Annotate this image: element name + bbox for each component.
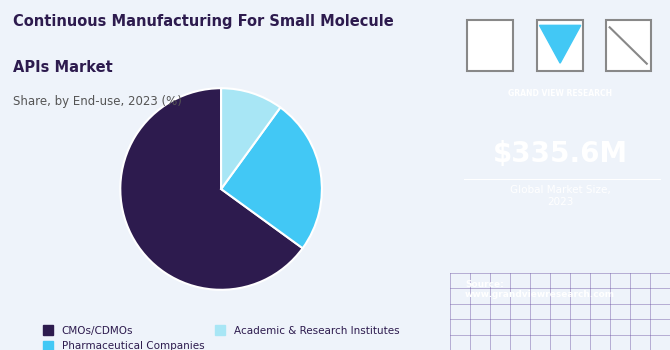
Legend: CMOs/CDMOs, Pharmaceutical Companies, Academic & Research Institutes: CMOs/CDMOs, Pharmaceutical Companies, Ac… bbox=[39, 321, 403, 350]
Text: $335.6M: $335.6M bbox=[492, 140, 628, 168]
Wedge shape bbox=[121, 88, 303, 290]
Text: Share, by End-use, 2023 (%): Share, by End-use, 2023 (%) bbox=[13, 94, 182, 107]
Text: APIs Market: APIs Market bbox=[13, 60, 113, 75]
Wedge shape bbox=[221, 88, 280, 189]
Polygon shape bbox=[539, 25, 581, 63]
FancyBboxPatch shape bbox=[467, 20, 513, 71]
Text: Source:
www.grandviewresearch.com: Source: www.grandviewresearch.com bbox=[465, 280, 615, 299]
FancyBboxPatch shape bbox=[606, 20, 651, 71]
Text: GRAND VIEW RESEARCH: GRAND VIEW RESEARCH bbox=[508, 89, 612, 98]
Text: Global Market Size,
2023: Global Market Size, 2023 bbox=[510, 186, 610, 207]
FancyBboxPatch shape bbox=[537, 20, 583, 71]
Wedge shape bbox=[221, 107, 322, 248]
Text: Continuous Manufacturing For Small Molecule: Continuous Manufacturing For Small Molec… bbox=[13, 14, 394, 29]
